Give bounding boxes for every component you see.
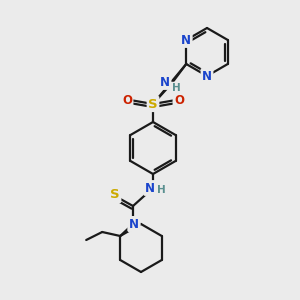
Text: N: N: [202, 70, 212, 83]
Text: S: S: [110, 188, 120, 202]
Text: H: H: [157, 185, 165, 195]
Text: N: N: [145, 182, 155, 194]
Text: N: N: [129, 218, 139, 230]
Text: O: O: [122, 94, 132, 106]
Text: N: N: [181, 34, 191, 46]
Text: N: N: [160, 76, 170, 88]
Text: H: H: [172, 83, 180, 93]
Text: N: N: [129, 218, 139, 230]
Text: S: S: [148, 98, 158, 110]
Text: O: O: [174, 94, 184, 106]
